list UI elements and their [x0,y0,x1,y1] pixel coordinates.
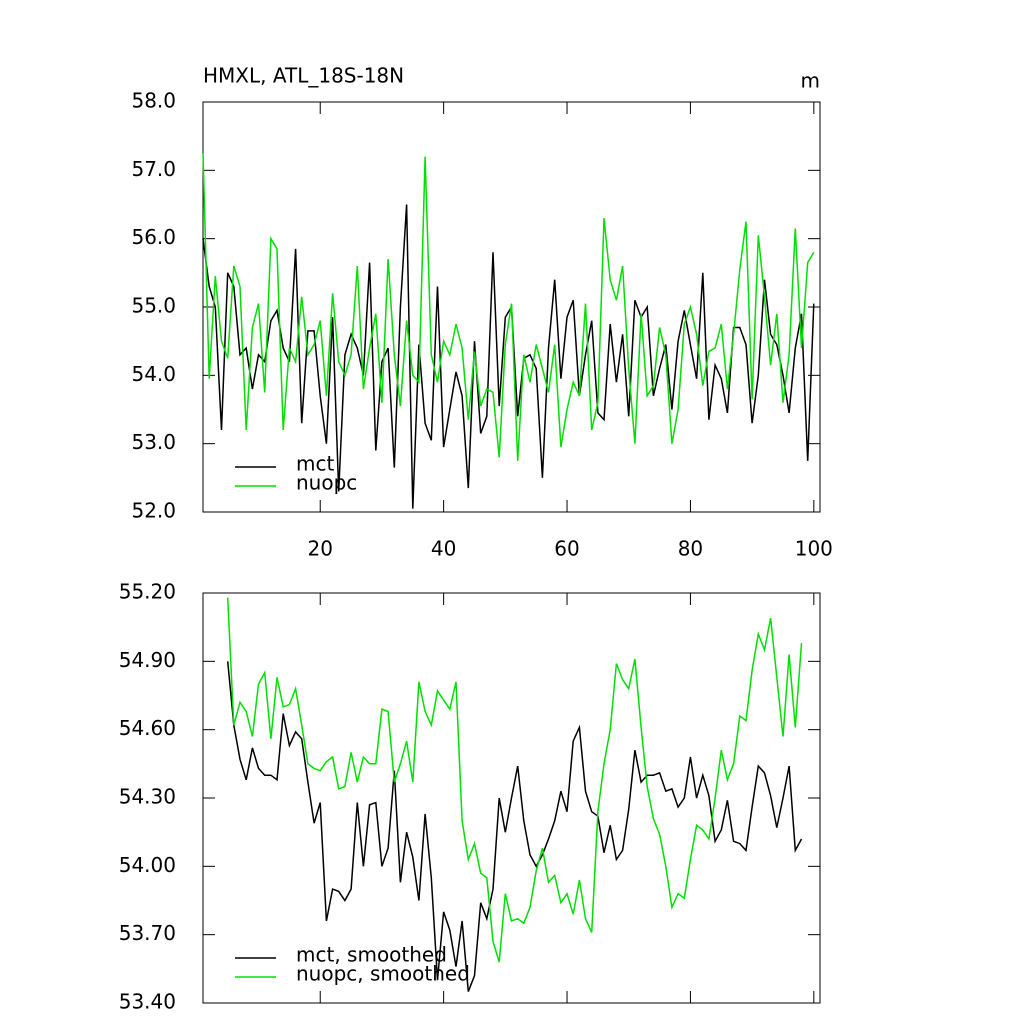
legend-label: mct [296,452,334,476]
y-tick-label: 53.70 [119,921,176,945]
y-tick-label: 55.20 [119,580,176,604]
legend-label: nuopc, smoothed [296,962,470,986]
data-line [202,204,815,509]
y-tick-label: 54.00 [119,853,176,877]
y-tick-label: 53.40 [119,990,176,1014]
x-tick-label: 40 [431,537,456,561]
legend-label: nuopc [296,471,357,495]
chart-title: HMXL, ATL_18S-18N [203,64,404,88]
y-tick-label: 54.30 [119,785,176,809]
x-tick-label: 80 [678,537,703,561]
y-tick-label: 53.0 [131,430,176,454]
data-line [226,597,803,963]
y-tick-label: 56.0 [131,225,176,249]
legend-label: mct, smoothed [296,943,447,967]
x-tick-label: 100 [795,537,833,561]
y-tick-label: 54.0 [131,362,176,386]
data-line [202,153,815,461]
y-tick-label: 57.0 [131,157,176,181]
y-tick-label: 54.60 [119,716,176,740]
y-tick-label: 54.90 [119,648,176,672]
y-tick-label: 58.0 [131,89,176,113]
x-tick-label: 20 [308,537,333,561]
y-tick-label: 52.0 [131,499,176,523]
data-line [226,661,803,992]
x-tick-label: 60 [554,537,579,561]
units-label: m [801,69,820,93]
y-tick-label: 55.0 [131,294,176,318]
